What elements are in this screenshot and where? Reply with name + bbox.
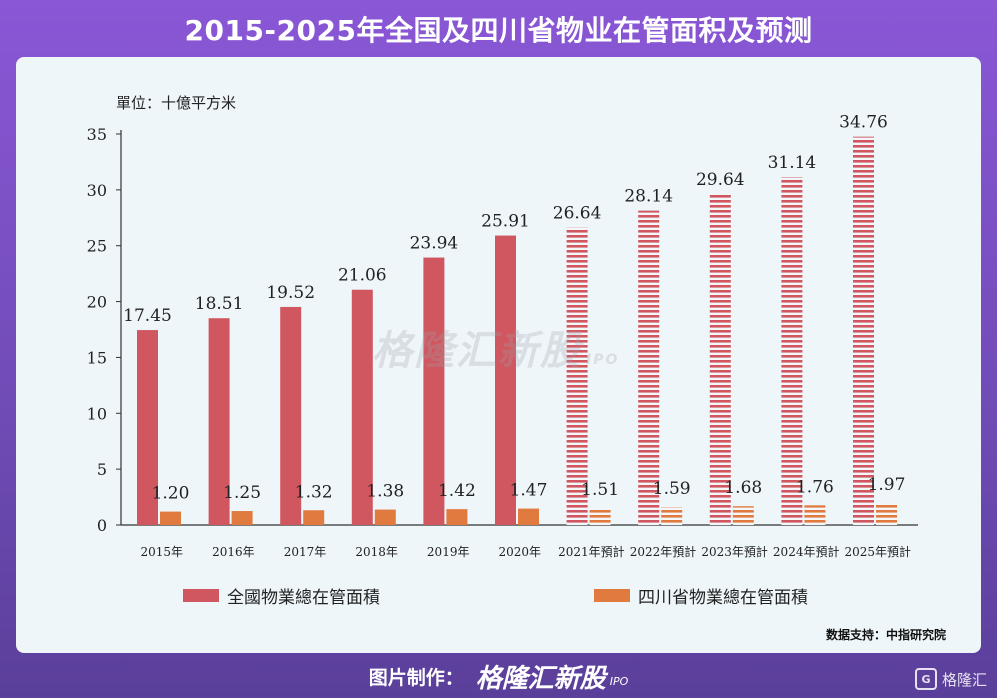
- bar-sichuan: [374, 509, 396, 525]
- watermark-text: 格隆汇新股: [372, 328, 582, 374]
- data-label-sichuan: 1.42: [438, 481, 476, 501]
- x-tick-label: 2016年: [212, 545, 255, 559]
- bar-national: [423, 257, 445, 525]
- bar-sichuan: [231, 511, 253, 525]
- bar-sichuan: [518, 508, 539, 525]
- page-title: 2015-2025年全国及四川省物业在管面积及预测: [184, 14, 813, 47]
- logo-icon: G: [914, 668, 937, 690]
- y-tick-label: 15: [87, 348, 107, 367]
- y-tick-label: 5: [97, 460, 107, 479]
- footer: 图片制作： 格隆汇新股 IPO: [0, 654, 997, 698]
- footer-ipo: IPO: [609, 675, 629, 688]
- bar-sichuan: [589, 508, 611, 525]
- legend-swatch-national: [183, 589, 219, 602]
- bar-national: [566, 227, 588, 526]
- y-tick-label: 30: [87, 181, 107, 200]
- data-label-sichuan: 1.20: [152, 484, 190, 504]
- data-label-national: 18.51: [195, 294, 244, 314]
- unit-label: 單位：十億平方米: [116, 94, 237, 112]
- data-label-sichuan: 1.97: [868, 475, 906, 495]
- x-tick-label: 2021年預計: [558, 544, 625, 559]
- data-label-national: 29.64: [696, 170, 745, 190]
- watermark-ipo: IPO: [586, 352, 620, 368]
- legend-item-sichuan: 四川省物業總在管面積: [594, 583, 808, 608]
- data-label-national: 26.64: [553, 203, 602, 223]
- data-label-national: 31.14: [768, 153, 817, 173]
- data-label-national: 21.06: [338, 266, 387, 286]
- y-tick-label: 0: [97, 516, 107, 535]
- footer-brand: 格隆汇新股: [475, 663, 606, 694]
- data-label-sichuan: 1.47: [510, 481, 548, 501]
- corner-logo: G 格隆汇: [914, 668, 987, 690]
- bar-national: [351, 289, 373, 525]
- bar-national: [280, 306, 302, 525]
- data-label-national: 23.94: [410, 234, 459, 254]
- bar-national: [137, 330, 158, 525]
- x-tick-label: 2024年預計: [773, 544, 840, 559]
- bar-national: [208, 318, 230, 525]
- bar-national: [709, 193, 731, 526]
- bar-national: [638, 210, 660, 526]
- x-tick-label: 2017年: [284, 545, 327, 559]
- y-tick-label: 20: [87, 293, 107, 312]
- x-tick-label: 2025年預計: [845, 544, 912, 559]
- legend-label-national: 全國物業總在管面積: [227, 588, 380, 608]
- bar-sichuan: [303, 510, 325, 525]
- data-label-sichuan: 1.32: [295, 482, 333, 502]
- corner-logo-text: 格隆汇: [941, 670, 987, 689]
- y-tick-label: 35: [87, 125, 107, 144]
- bar-national: [781, 177, 803, 526]
- data-label-national: 19.52: [266, 283, 315, 303]
- bar-sichuan: [160, 511, 181, 525]
- data-label-sichuan: 1.25: [223, 483, 261, 503]
- y-tick-label: 10: [87, 404, 107, 423]
- legend-swatch-sichuan: [594, 589, 630, 602]
- watermark: 格隆汇新股 IPO: [372, 318, 619, 376]
- data-label-sichuan: 1.68: [724, 478, 762, 498]
- bar-sichuan: [661, 507, 683, 525]
- data-label-national: 25.91: [481, 212, 530, 232]
- data-label-national: 28.14: [624, 187, 673, 207]
- bar-national: [853, 136, 874, 525]
- legend-item-national: 全國物業總在管面積: [183, 583, 380, 608]
- data-label-national: 34.76: [839, 113, 888, 133]
- x-tick-label: 2018年: [355, 545, 398, 559]
- bar-sichuan: [876, 502, 897, 525]
- x-tick-label: 2022年預計: [630, 544, 697, 559]
- x-tick-label: 2015年: [141, 545, 184, 559]
- data-label-sichuan: 1.76: [796, 477, 834, 497]
- data-label-sichuan: 1.38: [366, 482, 404, 502]
- y-tick-label: 25: [87, 237, 107, 256]
- data-label-national: 17.45: [123, 306, 172, 326]
- footer-label: 图片制作：: [368, 666, 464, 689]
- x-tick-label: 2020年: [499, 545, 542, 559]
- x-tick-label: 2019年: [427, 545, 470, 559]
- data-label-sichuan: 1.51: [581, 480, 619, 500]
- x-tick-label: 2023年預計: [701, 544, 768, 559]
- bar-sichuan: [804, 505, 826, 525]
- data-source: 数据支持：中指研究院: [826, 628, 947, 642]
- data-label-sichuan: 1.59: [653, 479, 691, 499]
- bar-sichuan: [446, 509, 468, 525]
- bar-national: [495, 235, 516, 525]
- legend-label-sichuan: 四川省物業總在管面積: [638, 588, 808, 608]
- bar-sichuan: [732, 506, 754, 525]
